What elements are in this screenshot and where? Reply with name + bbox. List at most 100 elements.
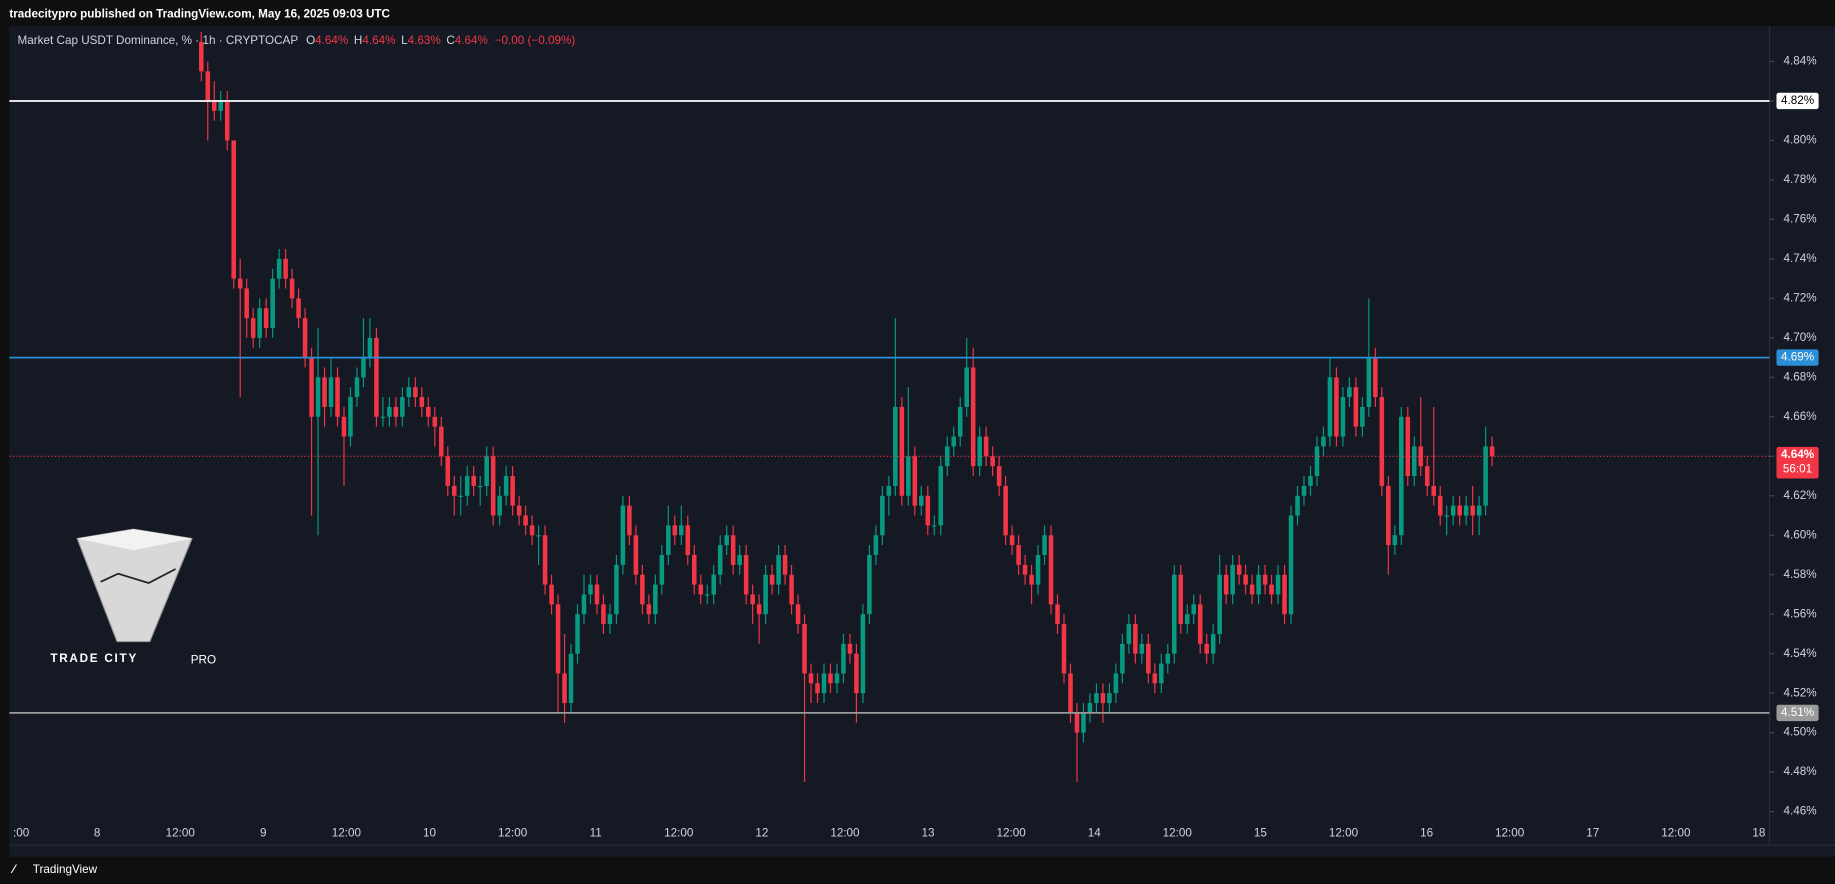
candle-body	[1035, 554, 1041, 585]
candle-body	[1269, 584, 1274, 595]
candle-body	[1191, 604, 1196, 615]
candle-body	[1074, 712, 1080, 733]
candle-body	[782, 554, 788, 575]
candle-body	[1386, 485, 1391, 546]
x-tick-label: 12	[755, 827, 768, 840]
candle-body	[374, 337, 379, 417]
candle-body	[977, 436, 982, 467]
candle-body	[263, 308, 269, 328]
candle-body	[250, 318, 256, 338]
candle-body	[1139, 643, 1145, 654]
x-tick-label: 12:00	[1329, 827, 1359, 840]
candle-body	[1360, 406, 1365, 427]
watermark-suffix: PRO	[191, 653, 216, 666]
candle-body	[361, 357, 366, 378]
candle-body	[341, 416, 347, 437]
candle-body	[672, 525, 678, 536]
countdown: 56:01	[1783, 462, 1812, 475]
candle-body	[1029, 574, 1034, 585]
o-value: 4.64%	[315, 34, 348, 47]
candle-body	[711, 574, 716, 595]
candle-body	[1171, 574, 1177, 654]
candle-body	[730, 535, 736, 565]
candle-body	[568, 653, 574, 704]
candle-body	[1087, 703, 1093, 713]
candle-body	[880, 495, 885, 536]
x-tick-label: 12:00	[664, 827, 694, 840]
candle-body	[575, 614, 580, 654]
candle-body	[1009, 535, 1015, 546]
candle-body	[970, 367, 976, 467]
candle-body	[1042, 535, 1047, 555]
candle-body	[1120, 643, 1125, 674]
candle-body	[1210, 633, 1216, 654]
candle-body	[899, 406, 905, 496]
candle-body	[387, 406, 392, 417]
candle-body	[1424, 466, 1430, 486]
candle-body	[666, 525, 671, 555]
candle-body	[704, 594, 710, 596]
candle-body	[1334, 377, 1339, 437]
candle-body	[1411, 446, 1417, 477]
candle-body	[607, 614, 613, 625]
candle-body	[1146, 643, 1151, 674]
candle-body	[1308, 476, 1313, 486]
candle-body	[996, 466, 1002, 486]
y-tick-label: 4.66%	[1784, 410, 1817, 423]
candle-body	[1463, 505, 1469, 516]
candle-body	[763, 574, 768, 615]
candle-body	[1256, 574, 1261, 595]
candle-body	[776, 554, 781, 585]
candle-body	[471, 476, 476, 486]
symbol: Market Cap USDT Dominance, % · 1h · CRYP…	[18, 34, 299, 47]
h-key: H	[354, 34, 362, 47]
candle-body	[400, 397, 405, 417]
candle-body	[1399, 416, 1404, 536]
candle-body	[847, 643, 853, 654]
h-value: 4.64%	[362, 34, 395, 47]
candle-body	[1100, 693, 1106, 704]
x-tick-label: 13	[922, 827, 935, 840]
x-tick-label: 10	[423, 827, 437, 840]
footer: TradingView	[33, 863, 98, 876]
candle-body	[769, 574, 775, 585]
candle-body	[380, 416, 386, 418]
y-tick-label: 4.80%	[1784, 134, 1817, 147]
candle-body	[1483, 446, 1488, 506]
publisher: tradecitypro published on TradingView.co…	[9, 7, 390, 20]
candle-body	[205, 71, 211, 101]
candle-body	[983, 436, 989, 457]
y-tick-label: 4.60%	[1784, 528, 1817, 541]
y-tick-label: 4.74%	[1784, 252, 1817, 265]
candle-body	[1437, 495, 1443, 516]
candle-body	[464, 476, 470, 496]
y-tick-label: 4.54%	[1784, 647, 1817, 660]
candle-body	[536, 535, 541, 537]
candle-body	[653, 584, 658, 615]
x-tick-label: 12:00	[166, 827, 196, 840]
logo-line	[100, 568, 176, 584]
candle-body	[860, 614, 866, 694]
candle-body	[698, 584, 704, 595]
candle-body	[199, 41, 204, 72]
candle-body	[276, 258, 282, 279]
candle-body	[886, 485, 892, 496]
candle-body	[549, 584, 554, 605]
overlay: 4.46% 4.48% 4.50% 4.52% 4.54% 4.56% 4.58% 4.60%…	[9, 55, 1819, 840]
candle-body	[1450, 505, 1456, 516]
c-key: C	[446, 34, 454, 47]
candle-body	[1178, 574, 1184, 625]
candle-body	[484, 456, 489, 486]
x-tick-label: 14	[1088, 827, 1102, 840]
candle-body	[393, 406, 399, 417]
y-tick-label: 4.68%	[1784, 370, 1817, 383]
candle-body	[841, 643, 846, 674]
candle-body	[1249, 584, 1255, 595]
candle-body	[224, 100, 230, 141]
candle-body	[685, 525, 691, 555]
candle-body	[335, 377, 340, 417]
candle-body	[1373, 357, 1378, 398]
candle-body	[458, 495, 464, 497]
x-tick-label: 16	[1420, 827, 1433, 840]
